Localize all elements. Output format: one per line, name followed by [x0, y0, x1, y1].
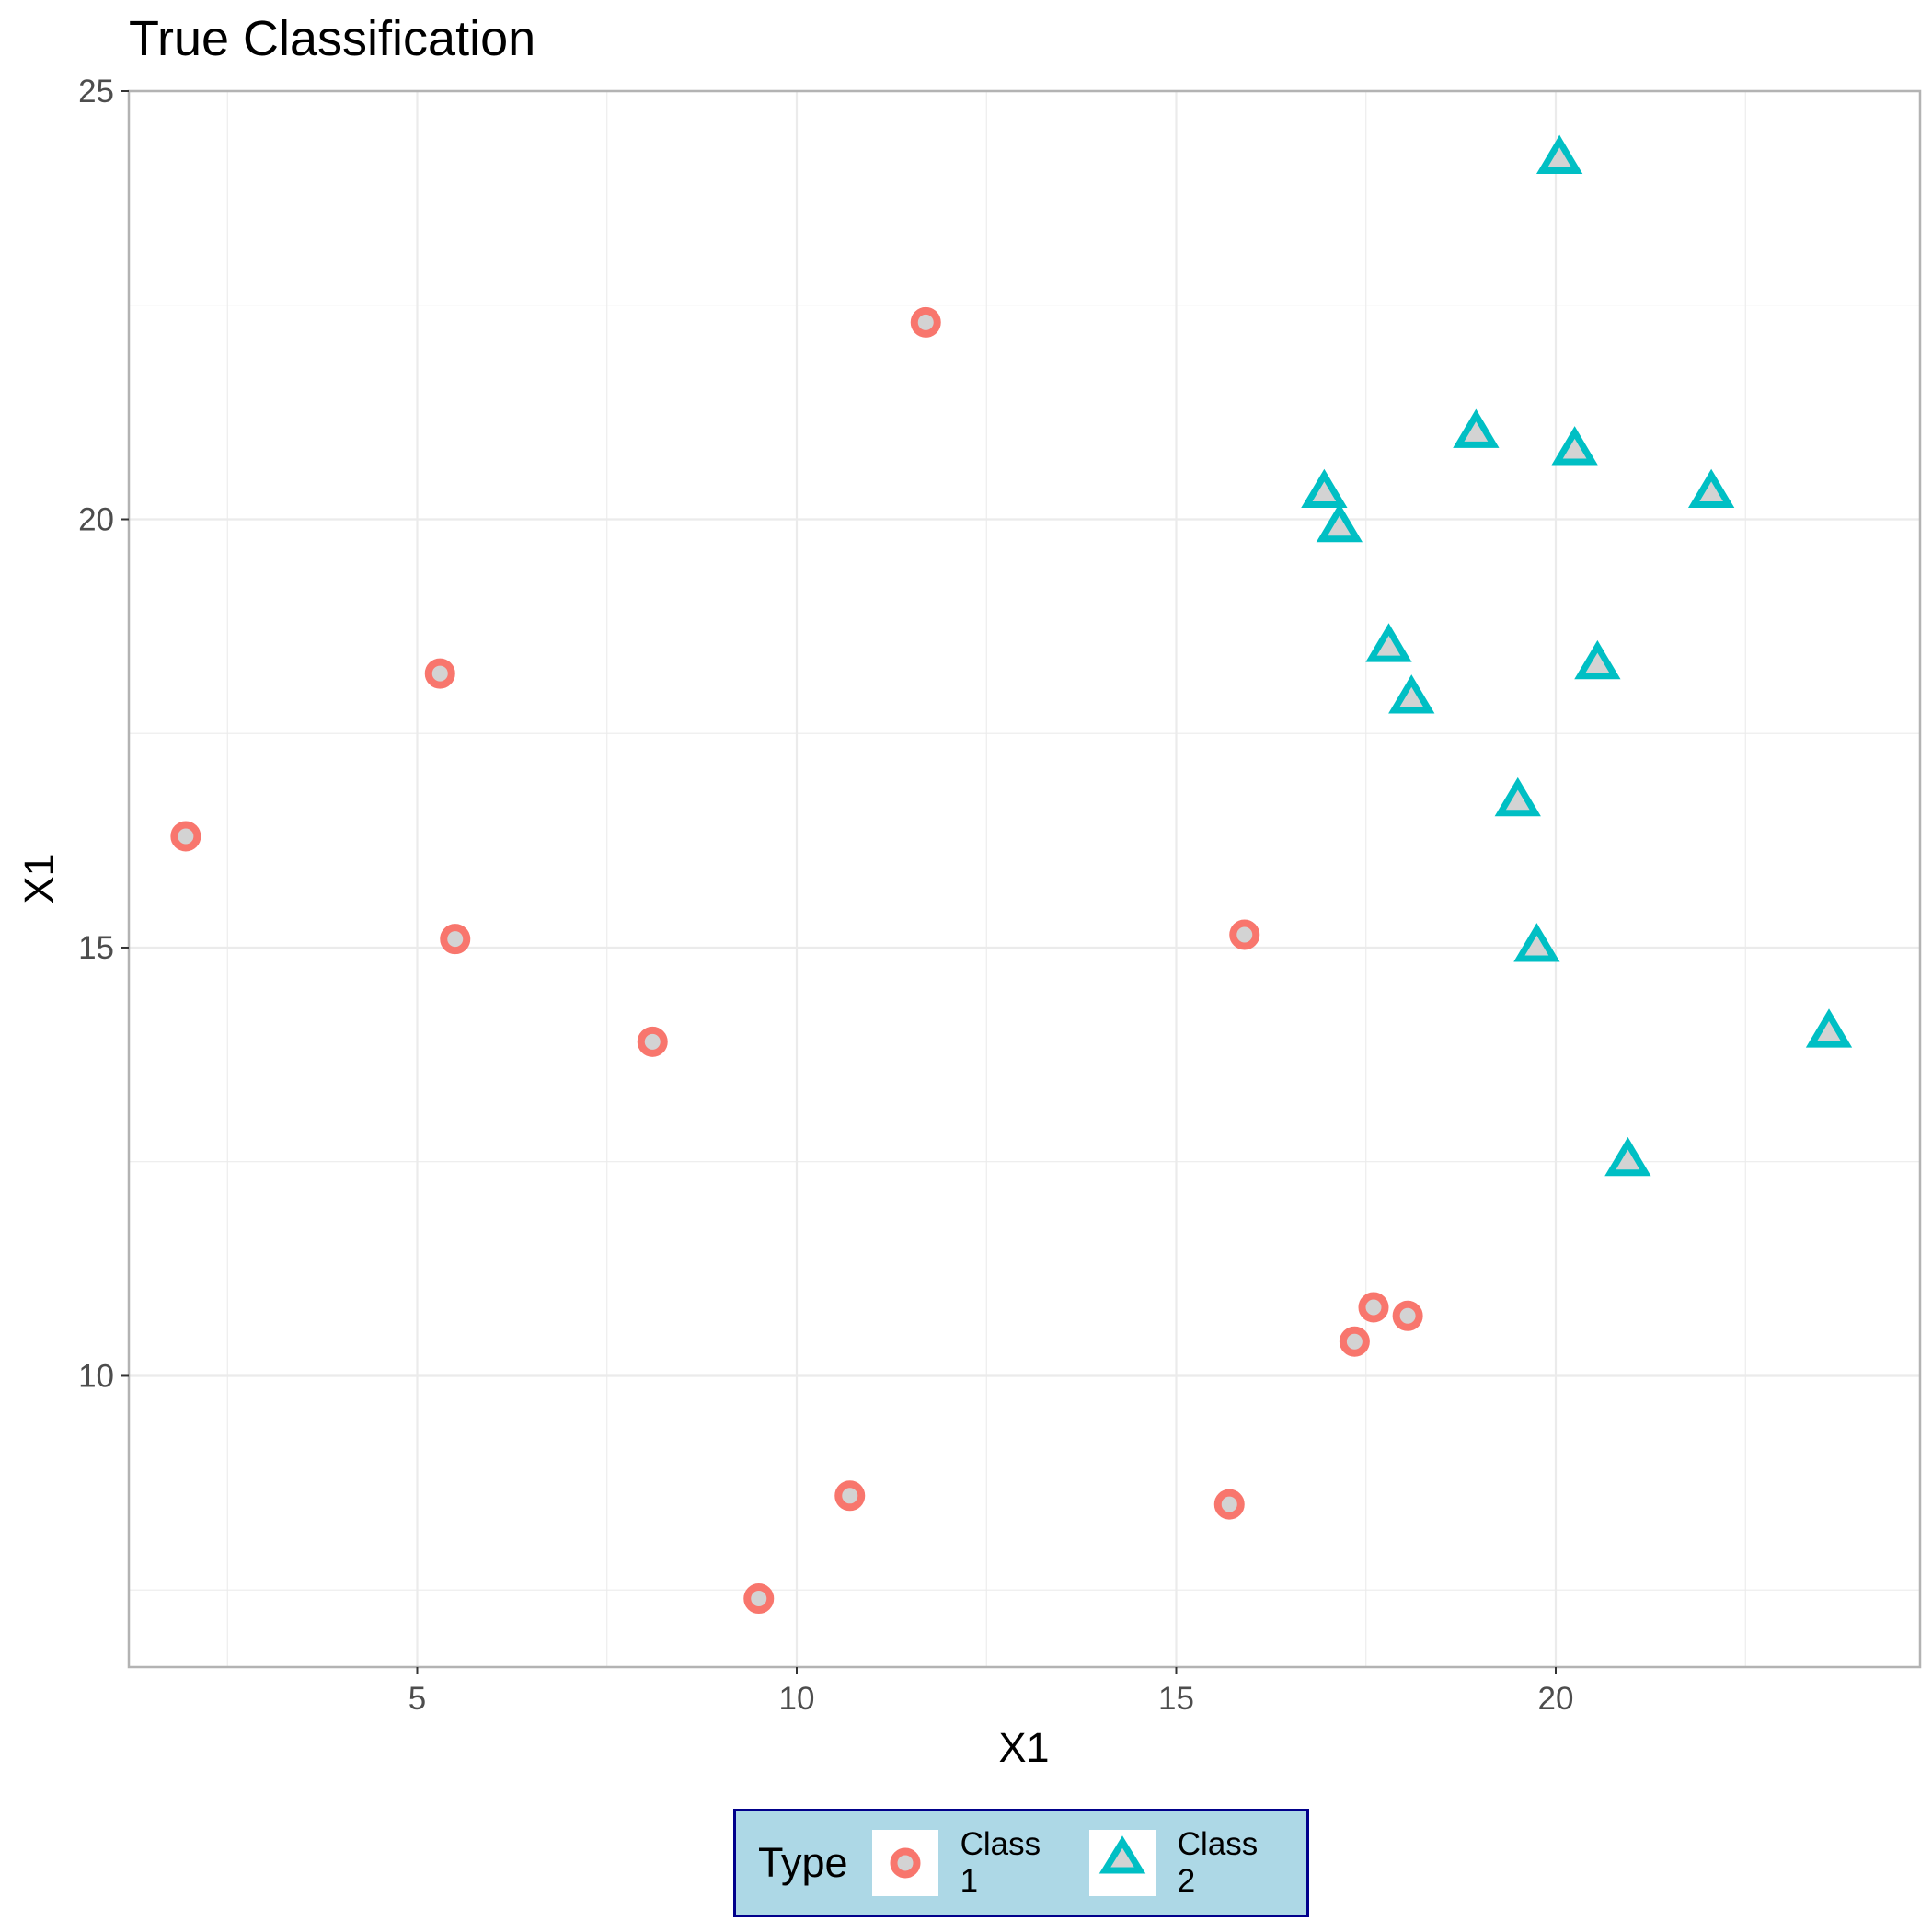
x-tick-label: 20 [1538, 1681, 1574, 1717]
class-1-point [170, 821, 201, 852]
class-2-point [1388, 674, 1435, 714]
y-tick-label: 15 [78, 930, 114, 966]
data-points [170, 134, 1853, 1615]
y-tick-label: 10 [78, 1358, 114, 1394]
x-tick-label: 15 [1158, 1681, 1194, 1717]
circle-icon [890, 1847, 921, 1879]
class-1-point [1392, 1300, 1423, 1331]
y-tick-label: 20 [78, 501, 114, 537]
triangle-icon [1098, 1835, 1146, 1874]
chart-title: True Classification [129, 11, 535, 66]
major-gridlines [129, 89, 1920, 1667]
x-axis-ticks: 5 10 15 20 [408, 1667, 1574, 1717]
x-axis-label: X1 [998, 1724, 1049, 1771]
class-2-point [1604, 1136, 1651, 1177]
class-1-point [1213, 1489, 1245, 1520]
class-2-point [1574, 639, 1621, 680]
class-1-point [834, 1480, 866, 1512]
class-2-point [1551, 426, 1598, 466]
class-1-point [637, 1026, 668, 1057]
y-tick-label: 25 [78, 74, 114, 109]
class-1-point [1339, 1326, 1370, 1357]
class-1-point [910, 306, 941, 338]
legend-key-class-1 [871, 1830, 938, 1896]
legend-label-class-1: Class 1 [960, 1826, 1041, 1899]
class-2-point [1805, 1008, 1853, 1048]
legend: Type Class 1 Class 2 [733, 1809, 1309, 1917]
plot-panel-border [127, 89, 1922, 1669]
class-1-point [440, 924, 471, 955]
class-2-point [1316, 502, 1363, 543]
legend-label-class-2: Class 2 [1177, 1826, 1259, 1899]
legend-key-class-2 [1088, 1830, 1156, 1896]
y-axis-label: X1 [16, 853, 63, 903]
class-2-point [1301, 468, 1348, 509]
class-2-point [1535, 134, 1583, 174]
class-2-point [1494, 776, 1541, 817]
legend-title: Type [758, 1839, 848, 1886]
class-2-point [1365, 623, 1412, 662]
x-tick-label: 10 [779, 1681, 815, 1717]
minor-gridlines [129, 91, 1920, 1667]
class-1-point [1358, 1292, 1389, 1323]
y-axis-ticks: 10 15 20 25 [78, 74, 129, 1394]
class-2-point [1513, 923, 1560, 962]
class-1-point [743, 1583, 775, 1615]
x-tick-label: 5 [408, 1681, 426, 1717]
class-2-point [1687, 468, 1735, 509]
class-1-point [424, 658, 455, 689]
class-1-point [1229, 919, 1260, 950]
class-2-point [1453, 408, 1500, 448]
